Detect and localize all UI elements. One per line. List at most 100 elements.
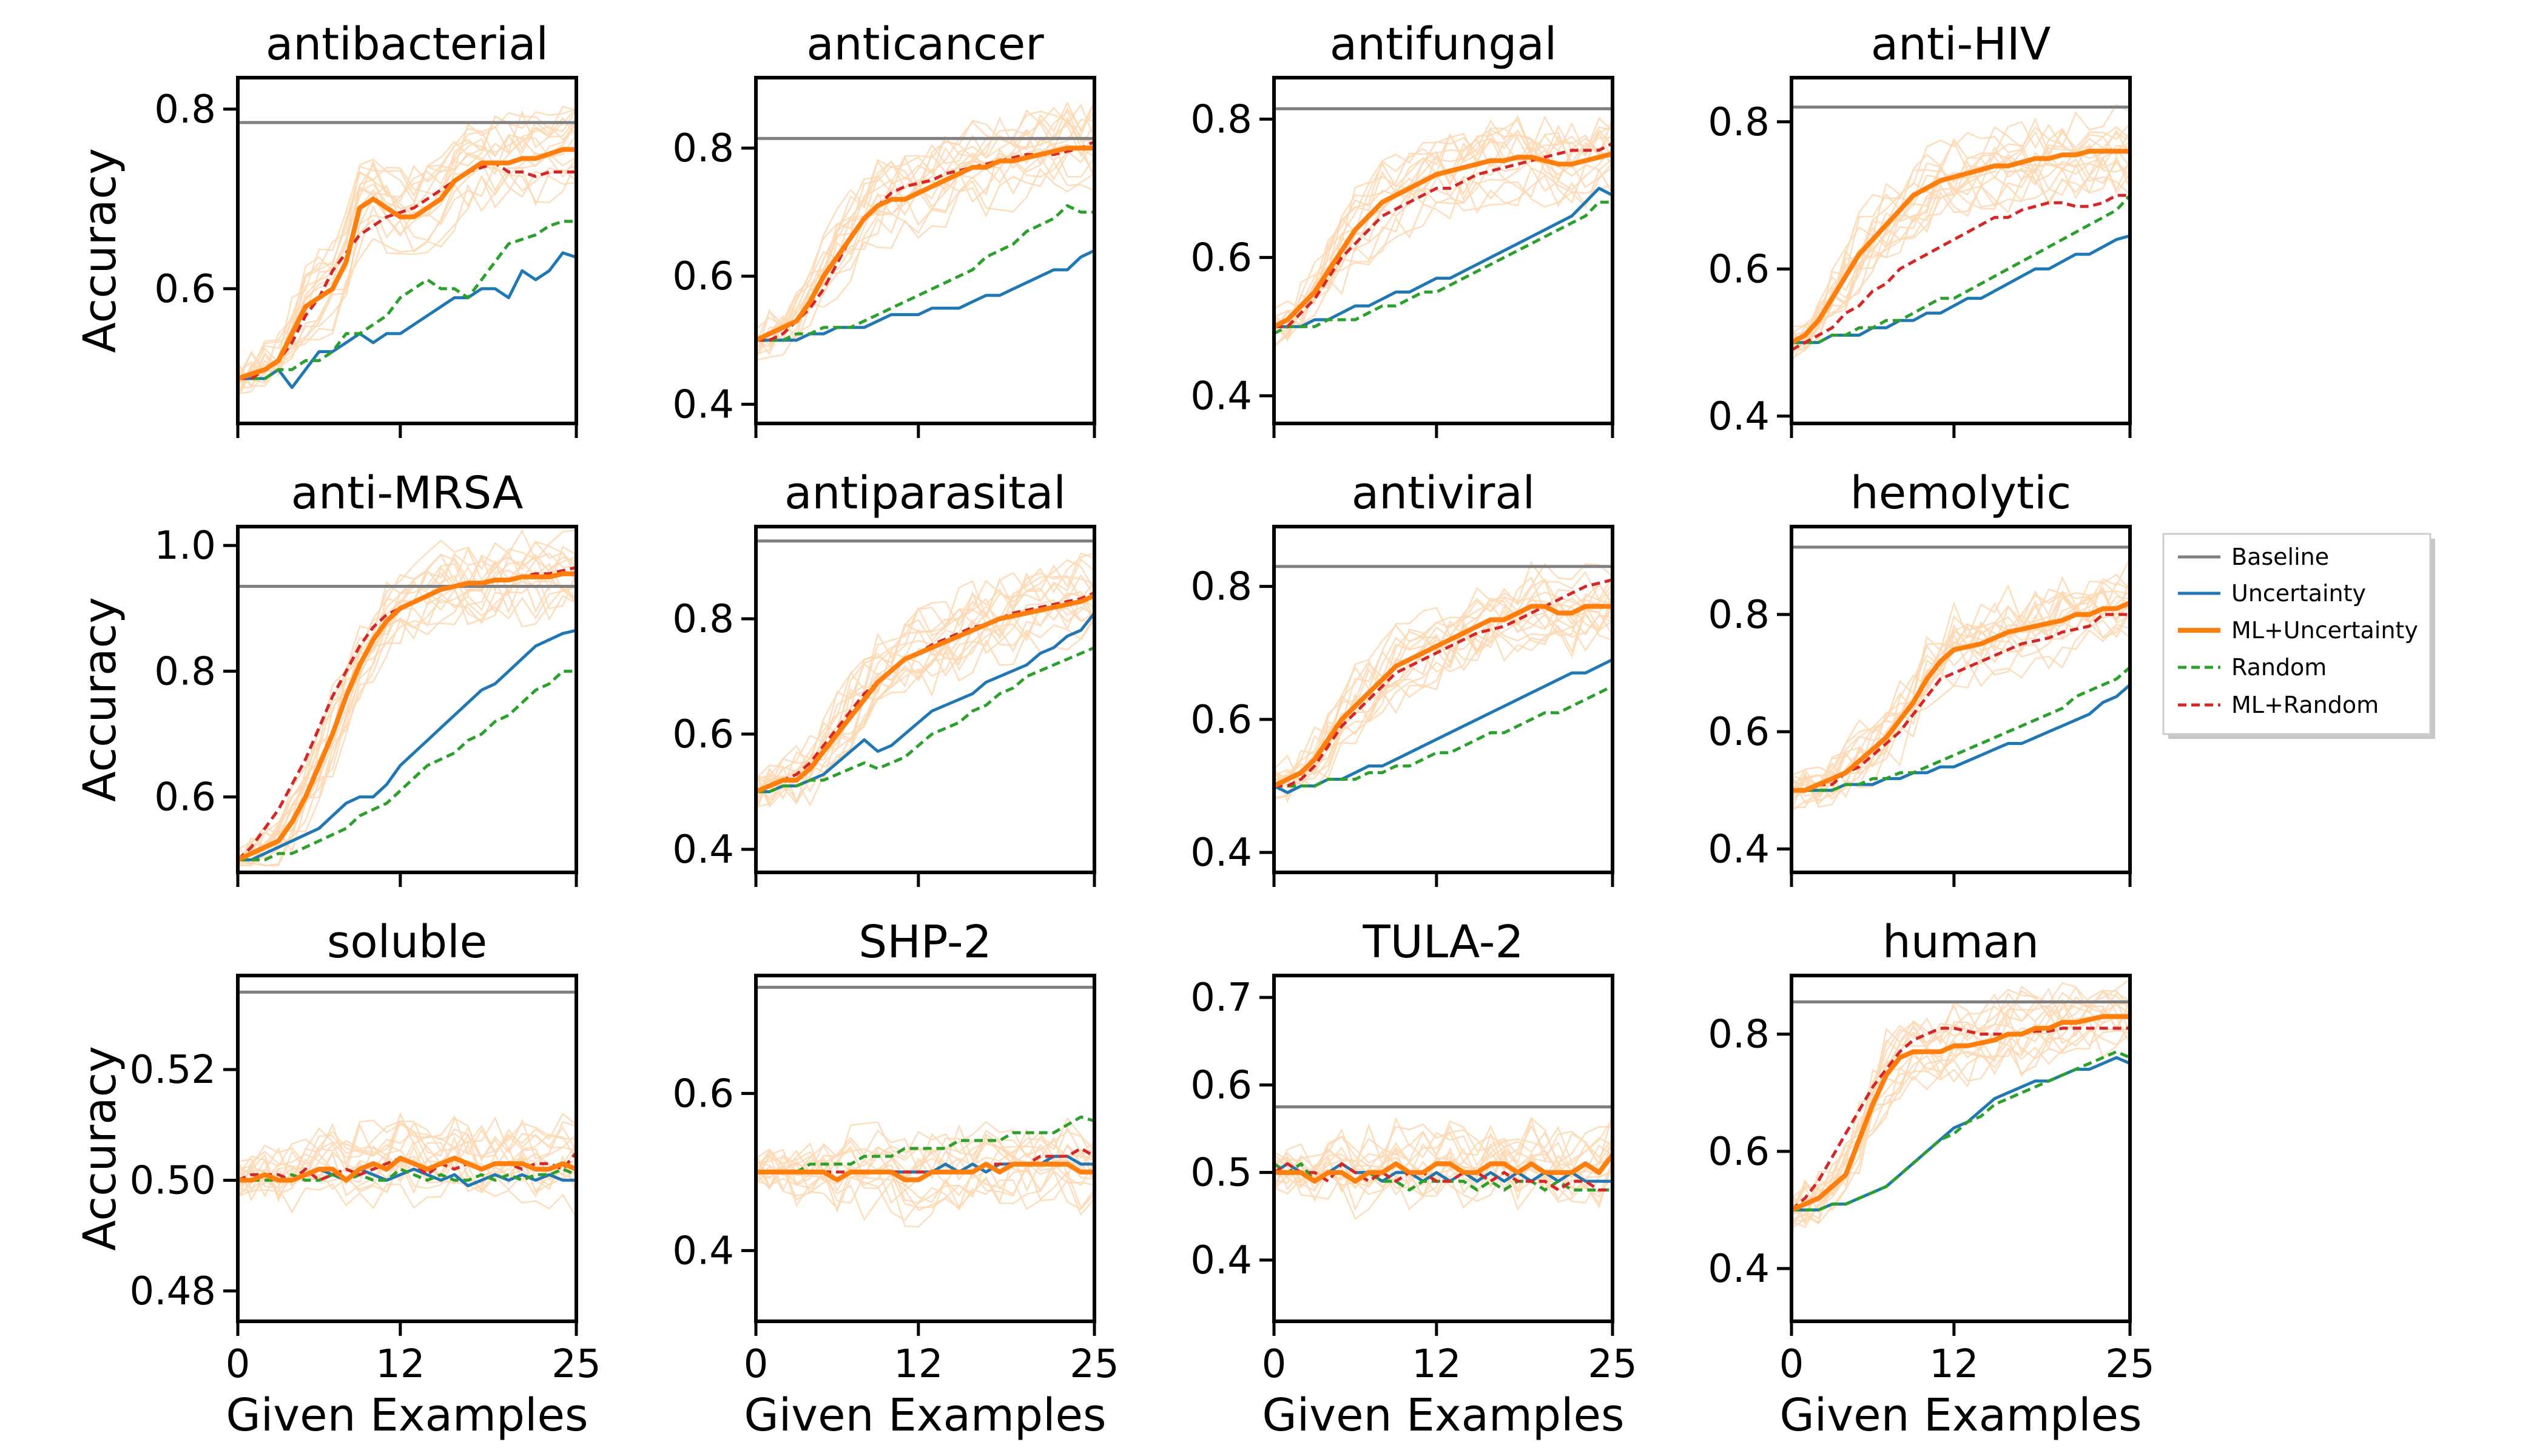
series-line-random [238,1167,576,1182]
x-axis [1790,872,2132,887]
panel-antiviral: antiviral 0.4 0.6 0.8 [1190,467,1614,887]
individual-run-line [1274,612,1613,799]
individual-run-line [1274,161,1613,340]
y-tick-label: 0.6 [672,1071,734,1116]
x-tick-label: 25 [1588,1342,1637,1387]
individual-run-line [1274,1144,1613,1195]
x-axis-label: Given Examples [1262,1389,1624,1441]
legend-label-ml-uncertainty: ML+Uncertainty [2231,617,2418,644]
x-axis-label: Given Examples [744,1389,1106,1441]
individual-run-line [1791,558,2130,781]
individual-run-line [756,616,1094,808]
x-axis: 0 12 25 [1779,1321,2155,1387]
x-tick-label: 0 [744,1342,769,1387]
y-tick-label: 0.50 [130,1158,217,1203]
individual-run-line [1791,989,2130,1215]
individual-run-line [238,162,576,395]
series-line-ml-uncertainty [238,1156,576,1183]
axes-frame [754,525,1096,874]
series-line-random [1274,684,1613,787]
individual-run-line [238,1153,576,1195]
individual-run-line [238,1120,576,1191]
panel-title: antifungal [1330,18,1557,70]
y-tick-label: 0.7 [1190,976,1252,1020]
series-line-ml-uncertainty [1274,1153,1613,1184]
x-tick-label: 0 [1262,1342,1287,1387]
y-tick-label: 0.6 [1708,1130,1770,1175]
series-line-ml-uncertainty [1791,149,2130,345]
series-line-ml-random [1791,194,2130,351]
series-line-ml-random [1274,1162,1613,1191]
individual-run-line [1274,596,1613,800]
individual-run-line [238,1165,576,1218]
individual-run-line [1274,561,1613,781]
individual-run-line [238,580,576,866]
y-tick-label: 0.8 [1190,97,1252,142]
x-axis [236,423,578,438]
individual-run-line [756,140,1094,356]
series-line-ml-uncertainty [1274,151,1613,329]
y-tick-label: 1.0 [154,524,216,568]
individual-run-line [1274,619,1613,795]
y-tick-label: 0.4 [1190,374,1252,419]
plot-area [756,99,1094,362]
series-line-ml-uncertainty [756,146,1094,343]
series-line-random [756,204,1094,342]
individual-run-line [756,572,1094,780]
panel-title: SHP-2 [858,916,991,968]
y-tick-label: 0.4 [672,382,734,427]
y-axis: 0.4 0.6 0.8 [1190,565,1274,875]
individual-run-line [238,572,576,866]
x-axis [754,872,1096,887]
y-tick-label: 0.8 [1708,100,1770,145]
x-axis: 0 12 25 [744,1321,1119,1387]
individual-run-line [756,1121,1094,1176]
individual-run-line [756,1136,1094,1181]
series-line-random [756,646,1094,794]
panels-grid: antibacterial 0.6 0.8 Accuracy anticancer 0.4… [74,18,2155,1441]
individual-runs [756,552,1094,813]
x-tick-label: 25 [1070,1342,1119,1387]
individual-run-line [238,559,576,866]
series-line-ml-uncertainty [238,147,576,381]
y-tick-label: 0.4 [672,827,734,872]
x-tick-label: 25 [551,1342,601,1387]
series-line-ml-uncertainty [756,593,1094,794]
individual-run-line [1274,1116,1613,1184]
plot-area [1274,1105,1613,1220]
panel-antiparasital: antiparasital 0.4 0.6 0.8 [672,467,1096,887]
individual-run-line [1791,126,2130,363]
individual-run-line [238,548,576,866]
y-tick-label: 0.6 [1190,235,1252,280]
y-tick-label: 0.4 [1708,827,1770,872]
individual-runs [1791,978,2130,1229]
x-axis-label: Given Examples [226,1389,588,1441]
individual-run-line [1791,157,2130,348]
y-tick-label: 0.8 [672,597,734,642]
y-axis: 0.4 0.6 0.8 [1190,97,1274,419]
y-tick-label: 0.8 [154,649,216,694]
x-axis-label: Given Examples [1779,1389,2142,1441]
series-line-uncertainty [238,251,576,389]
panel-antibacterial: antibacterial 0.6 0.8 Accuracy [74,18,578,438]
individual-run-line [1274,118,1613,335]
individual-run-line [1791,592,2130,798]
y-tick-label: 0.6 [154,267,216,312]
axes-frame [236,76,578,425]
panel-title: hemolytic [1850,467,2071,519]
y-tick-label: 0.6 [154,775,216,820]
x-tick-label: 0 [226,1342,251,1387]
individual-run-line [1274,117,1613,337]
individual-run-line [1274,562,1613,787]
individual-run-line [756,575,1094,811]
individual-run-line [756,600,1094,782]
series-line-ml-random [1791,1026,2130,1212]
panel-title: soluble [327,916,487,968]
individual-run-line [756,1131,1094,1180]
individual-run-line [1791,978,2130,1218]
y-tick-label: 0.6 [1708,247,1770,292]
y-axis-label: Accuracy [74,148,126,353]
individual-run-line [1274,604,1613,781]
